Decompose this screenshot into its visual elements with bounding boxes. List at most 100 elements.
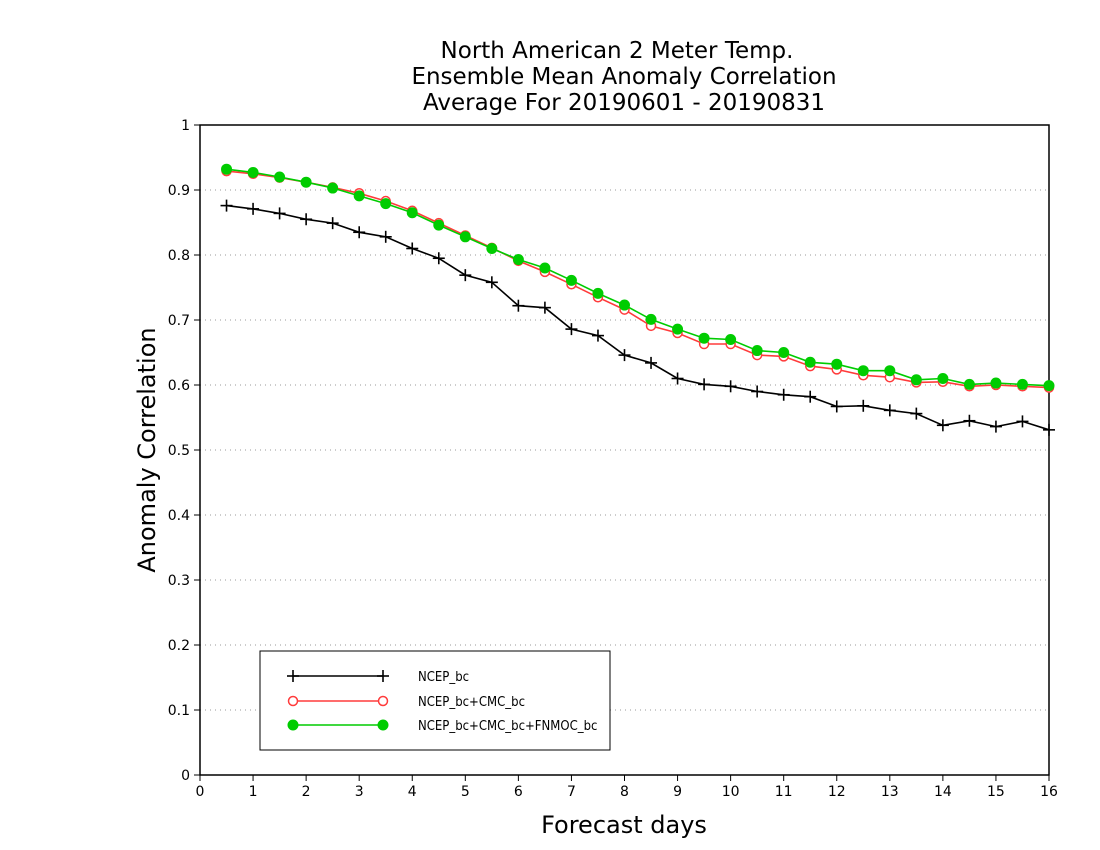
legend-marker — [377, 719, 389, 731]
data-point — [273, 207, 286, 220]
legend-marker — [287, 670, 299, 682]
data-point — [433, 219, 445, 231]
series-line — [226, 170, 1050, 389]
x-tick-label: 1 — [249, 784, 258, 800]
y-tick-label: 0.1 — [168, 703, 190, 719]
x-tick-label: 7 — [567, 784, 576, 800]
data-point — [619, 299, 630, 311]
data-point — [353, 190, 365, 202]
data-point — [857, 365, 869, 377]
legend-label: NCEP_bc+CMC_bc+FNMOC_bc — [418, 719, 597, 734]
data-point — [326, 217, 339, 230]
chart-title-line-2: Ensemble Mean Anomaly Correlation — [411, 64, 836, 90]
data-point — [539, 262, 551, 274]
x-tick-label: 8 — [620, 784, 629, 800]
data-point — [1016, 378, 1028, 390]
data-point — [432, 252, 445, 265]
data-point — [778, 347, 790, 358]
data-point — [406, 207, 418, 219]
x-tick-label: 14 — [934, 784, 952, 800]
data-point — [725, 334, 737, 345]
data-point — [379, 230, 392, 243]
data-point — [672, 323, 684, 335]
x-tick-label: 3 — [355, 784, 364, 800]
x-tick-label: 11 — [775, 784, 793, 800]
series-layer — [220, 163, 1055, 436]
legend-marker — [287, 719, 299, 731]
series-1 — [220, 199, 1055, 436]
data-point — [512, 254, 524, 266]
data-point — [459, 231, 471, 243]
x-tick-label: 10 — [722, 784, 740, 800]
x-tick-label: 16 — [1040, 784, 1058, 800]
x-tick-label: 0 — [196, 784, 205, 800]
data-point — [804, 356, 816, 368]
legend-marker — [377, 670, 389, 682]
data-point — [831, 358, 843, 370]
data-point — [804, 390, 817, 403]
y-tick-label: 0.4 — [168, 508, 190, 524]
data-point — [671, 372, 684, 385]
data-point — [486, 243, 498, 254]
y-tick-label: 0.7 — [168, 313, 190, 329]
x-tick-label: 6 — [514, 784, 523, 800]
x-tick-label: 5 — [461, 784, 470, 800]
data-point — [724, 380, 737, 393]
y-axis-title: Anomaly Correlation — [133, 327, 161, 572]
data-point — [565, 274, 577, 286]
data-point — [963, 378, 975, 390]
legend-marker — [287, 695, 299, 707]
x-tick-label: 12 — [828, 784, 846, 800]
data-point — [1043, 380, 1055, 392]
data-point — [247, 202, 260, 215]
data-point — [751, 345, 763, 357]
x-tick-label: 2 — [302, 784, 311, 800]
data-point — [910, 374, 922, 386]
data-point — [327, 182, 339, 194]
data-point — [698, 378, 711, 391]
data-point — [591, 329, 604, 342]
y-tick-label: 0.2 — [168, 638, 190, 654]
x-tick-label: 13 — [881, 784, 899, 800]
y-tick-label: 1 — [181, 118, 190, 134]
x-tick-label: 15 — [987, 784, 1005, 800]
data-point — [247, 166, 259, 178]
data-point — [220, 199, 233, 212]
data-point — [883, 404, 896, 417]
y-tick-label: 0.6 — [168, 378, 190, 394]
y-tick-label: 0.3 — [168, 573, 190, 589]
data-point — [989, 420, 1002, 433]
data-point — [884, 365, 896, 377]
data-point — [645, 313, 657, 325]
data-point — [512, 299, 525, 312]
data-point — [406, 242, 419, 255]
data-point — [751, 385, 764, 398]
data-point — [910, 407, 923, 420]
series-3 — [221, 163, 1055, 392]
y-tick-label: 0.9 — [168, 183, 190, 199]
legend-label: NCEP_bc — [418, 670, 469, 685]
data-point — [353, 226, 366, 239]
x-axis-title: Forecast days — [541, 811, 707, 839]
data-point — [830, 400, 843, 413]
y-tick-label: 0.8 — [168, 248, 190, 264]
data-point — [857, 399, 870, 412]
data-point — [645, 356, 658, 369]
data-point — [777, 388, 790, 401]
data-point — [221, 163, 233, 175]
data-point — [380, 198, 392, 210]
data-point — [300, 213, 313, 226]
data-point — [274, 171, 286, 183]
grid-lines — [200, 189, 1049, 711]
data-point — [698, 332, 710, 344]
data-point — [963, 414, 976, 427]
data-point — [565, 323, 578, 336]
data-point — [459, 269, 472, 282]
data-point — [990, 377, 1002, 389]
x-tick-label: 9 — [673, 784, 682, 800]
data-point — [937, 373, 949, 384]
x-tick-label: 4 — [408, 784, 417, 800]
y-tick-label: 0 — [181, 768, 190, 784]
legend-label: NCEP_bc+CMC_bc — [418, 695, 525, 710]
